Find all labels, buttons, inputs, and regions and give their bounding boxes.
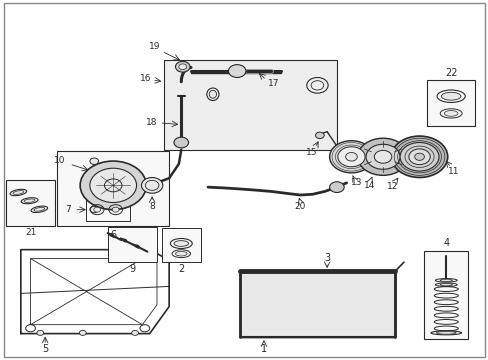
Text: 1: 1: [261, 344, 266, 354]
Text: 18: 18: [146, 118, 158, 127]
Bar: [86, 198, 130, 221]
Text: 15: 15: [305, 148, 317, 157]
Text: 16: 16: [140, 74, 151, 83]
Text: 17: 17: [267, 79, 279, 88]
Circle shape: [337, 147, 365, 167]
Ellipse shape: [444, 111, 457, 116]
Circle shape: [94, 207, 101, 212]
Text: 6: 6: [110, 230, 116, 240]
Text: 19: 19: [148, 42, 160, 51]
Circle shape: [390, 136, 447, 177]
Text: 10: 10: [54, 156, 65, 165]
Circle shape: [179, 64, 186, 69]
Text: 14: 14: [363, 181, 374, 190]
Text: 5: 5: [42, 344, 48, 354]
Circle shape: [414, 153, 424, 160]
Text: 2: 2: [178, 264, 184, 274]
Ellipse shape: [439, 284, 451, 286]
Circle shape: [131, 330, 138, 336]
Text: 13: 13: [350, 178, 361, 187]
Circle shape: [345, 153, 357, 161]
Ellipse shape: [436, 332, 455, 334]
Ellipse shape: [441, 92, 460, 100]
Text: 12: 12: [386, 182, 398, 191]
Bar: [424, 251, 467, 339]
Circle shape: [90, 206, 99, 213]
Text: 4: 4: [442, 238, 448, 248]
Bar: [164, 60, 336, 150]
Circle shape: [373, 150, 391, 163]
Circle shape: [37, 330, 43, 336]
Circle shape: [80, 161, 146, 210]
Circle shape: [104, 179, 122, 192]
Circle shape: [90, 158, 99, 165]
Bar: [57, 152, 169, 226]
Bar: [239, 271, 394, 337]
Circle shape: [399, 143, 438, 171]
Text: 8: 8: [149, 202, 155, 211]
Circle shape: [79, 330, 86, 336]
Text: 9: 9: [129, 264, 136, 274]
Circle shape: [141, 177, 163, 193]
Circle shape: [112, 207, 119, 212]
Text: 3: 3: [324, 253, 329, 263]
Bar: [426, 80, 474, 126]
Ellipse shape: [175, 251, 187, 256]
Text: 21: 21: [25, 228, 36, 237]
Text: 22: 22: [444, 68, 456, 78]
Bar: [239, 271, 394, 337]
Ellipse shape: [24, 199, 35, 202]
Bar: [6, 180, 55, 226]
Circle shape: [366, 144, 399, 169]
Circle shape: [174, 137, 188, 148]
Ellipse shape: [13, 191, 24, 194]
Circle shape: [90, 168, 136, 203]
Ellipse shape: [174, 240, 188, 246]
Bar: [162, 228, 201, 262]
Circle shape: [315, 132, 324, 139]
Text: 20: 20: [294, 202, 305, 211]
Circle shape: [228, 64, 245, 77]
Ellipse shape: [209, 90, 216, 98]
Circle shape: [146, 182, 155, 189]
Circle shape: [175, 62, 190, 72]
Ellipse shape: [439, 279, 451, 282]
Circle shape: [408, 149, 429, 165]
Text: 11: 11: [447, 167, 458, 176]
Circle shape: [329, 141, 372, 173]
Text: 7: 7: [65, 205, 71, 214]
Ellipse shape: [34, 207, 45, 211]
Circle shape: [329, 182, 344, 193]
Bar: [108, 227, 157, 262]
Circle shape: [357, 138, 407, 175]
